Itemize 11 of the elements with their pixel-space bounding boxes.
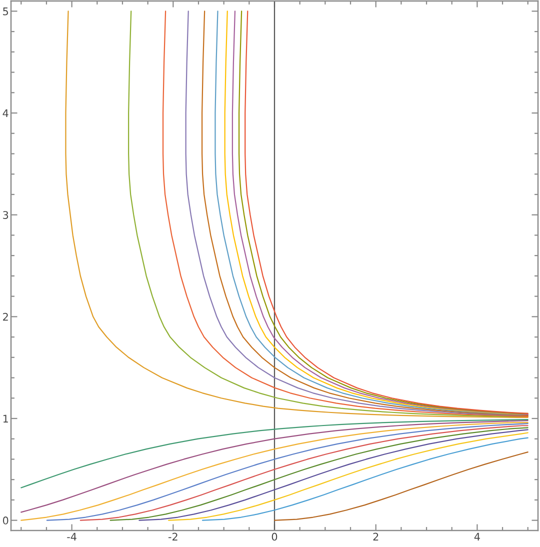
y-tick-label: 5 xyxy=(3,8,8,16)
y-tick-label: 1 xyxy=(3,414,8,422)
y-tick-label: 4 xyxy=(2,109,8,117)
x-tick-label: -2 xyxy=(168,532,178,540)
y-tick-label: 3 xyxy=(3,211,8,219)
x-tick-label: 0 xyxy=(272,532,278,541)
y-tick-label: 0 xyxy=(2,516,8,524)
x-tick-label: 2 xyxy=(373,532,378,540)
y-tick-label: 2 xyxy=(3,312,8,321)
x-tick-label: 4 xyxy=(474,532,480,540)
x-tick-label: -4 xyxy=(67,532,76,540)
